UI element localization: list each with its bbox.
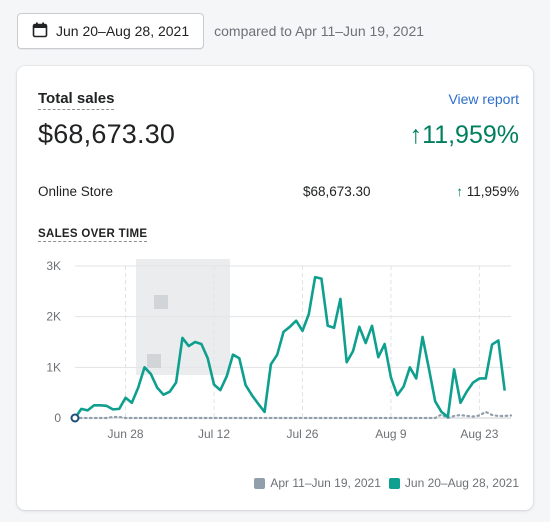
x-tick-label: Aug 9 — [375, 427, 407, 441]
arrow-up-icon: ↑ — [456, 184, 463, 199]
legend-label-current: Jun 20–Aug 28, 2021 — [404, 476, 519, 490]
tooltip-marker — [147, 354, 161, 368]
sales-line-chart[interactable]: 0 1K 2K 3K Jun 28 Jul 12 Jul 26 Aug 9 Aug 23 — [17, 66, 533, 466]
view-report-link[interactable]: View report — [448, 91, 519, 107]
y-tick-label: 0 — [54, 411, 61, 425]
arrow-up-icon: ↑ — [409, 121, 423, 149]
channel-growth-value: 11,959% — [466, 184, 519, 199]
tooltip-marker — [154, 295, 168, 309]
card-title[interactable]: Total sales — [38, 90, 115, 110]
date-range-button[interactable]: Jun 20–Aug 28, 2021 — [17, 13, 205, 49]
series-previous-line — [73, 410, 513, 420]
y-tick-label: 1K — [46, 360, 61, 374]
y-tick-label: 3K — [46, 259, 61, 273]
x-tick-label: Jul 26 — [286, 427, 318, 441]
calendar-icon — [32, 22, 48, 41]
legend-item-current[interactable]: Jun 20–Aug 28, 2021 — [388, 476, 519, 490]
growth-percentage: ↑11,959% — [410, 121, 519, 150]
x-tick-label: Aug 23 — [460, 427, 498, 441]
sales-over-time-title[interactable]: SALES OVER TIME — [38, 228, 148, 242]
y-tick-label: 2K — [46, 310, 61, 324]
total-sales-value: $68,673.30 — [38, 119, 176, 149]
legend-swatch-previous — [254, 477, 266, 489]
comparison-text: compared to Apr 11–Jun 19, 2021 — [214, 23, 425, 39]
series-current-line — [73, 275, 506, 419]
x-tick-label: Jun 28 — [108, 427, 144, 441]
legend-item-previous[interactable]: Apr 11–Jun 19, 2021 — [254, 476, 381, 490]
channel-growth: ↑ 11,959% — [456, 184, 519, 199]
toolbar: Jun 20–Aug 28, 2021 compared to Apr 11–J… — [17, 13, 424, 49]
date-range-label: Jun 20–Aug 28, 2021 — [56, 23, 190, 39]
chart-legend: Apr 11–Jun 19, 2021 Jun 20–Aug 28, 2021 — [254, 476, 519, 490]
channel-amount: $68,673.30 — [303, 184, 371, 199]
growth-value: 11,959% — [422, 121, 519, 149]
channel-name: Online Store — [38, 184, 114, 199]
legend-label-previous: Apr 11–Jun 19, 2021 — [270, 476, 381, 490]
hover-point — [70, 413, 80, 423]
legend-swatch-current — [388, 477, 400, 489]
x-tick-label: Jul 12 — [198, 427, 230, 441]
total-sales-card: Total sales View report $68,673.30 ↑11,9… — [17, 66, 533, 510]
